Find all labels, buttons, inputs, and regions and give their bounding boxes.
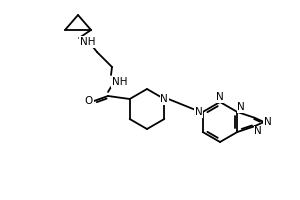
Text: N: N: [237, 102, 245, 112]
Text: N: N: [216, 92, 224, 102]
Text: NH: NH: [112, 77, 128, 87]
Text: O: O: [85, 96, 93, 106]
Text: N: N: [254, 126, 262, 136]
Text: N: N: [264, 117, 272, 127]
Text: N: N: [195, 107, 203, 117]
Text: NH: NH: [80, 37, 95, 47]
Text: N: N: [160, 94, 168, 104]
